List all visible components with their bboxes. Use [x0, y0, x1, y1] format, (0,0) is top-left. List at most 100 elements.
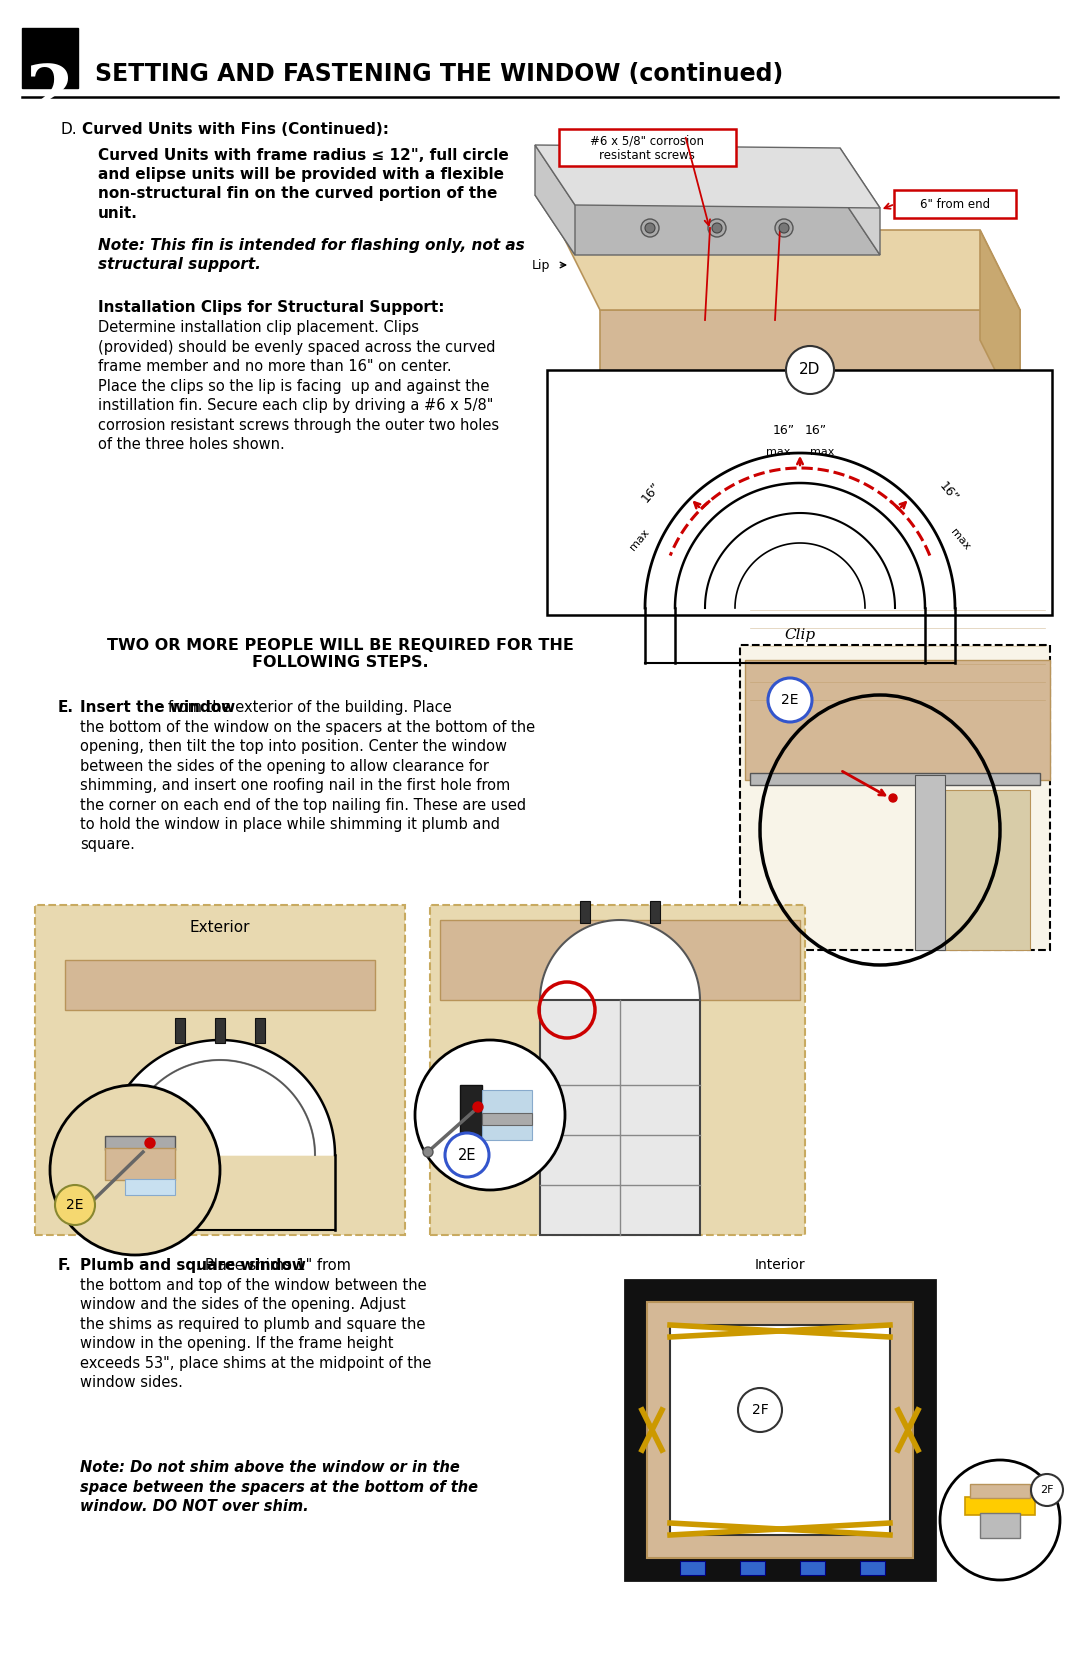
Bar [35, 905, 405, 1235]
Bar [105, 1148, 175, 1180]
Text: 2F: 2F [752, 1404, 768, 1417]
Text: Clip: Clip [784, 628, 815, 643]
Bar [800, 1561, 825, 1576]
Bar [482, 1113, 532, 1125]
Text: . Place shims 1" from
the bottom and top of the window between the
window and th: . Place shims 1" from the bottom and top… [80, 1258, 431, 1390]
Bar [915, 774, 945, 950]
Text: 16”: 16” [805, 424, 827, 437]
FancyBboxPatch shape [894, 190, 1016, 219]
Bar [670, 1325, 890, 1535]
Bar [647, 1302, 913, 1557]
Text: Determine installation clip placement. Clips
(provided) should be evenly spaced : Determine installation clip placement. C… [98, 320, 499, 452]
Polygon shape [840, 149, 880, 255]
Bar [580, 901, 590, 923]
Bar [65, 960, 375, 1010]
Polygon shape [535, 145, 575, 255]
Polygon shape [535, 145, 880, 209]
Bar [105, 1137, 175, 1150]
Circle shape [415, 1040, 565, 1190]
Circle shape [779, 224, 789, 234]
Circle shape [145, 1138, 156, 1148]
Text: 6" from end: 6" from end [920, 197, 990, 210]
Circle shape [940, 1460, 1059, 1581]
Bar [740, 1561, 765, 1576]
Text: #6 x 5/8" corrosion
resistant screws: #6 x 5/8" corrosion resistant screws [590, 134, 704, 162]
Text: 2E: 2E [458, 1148, 476, 1163]
Bar [255, 1018, 265, 1043]
Circle shape [445, 1133, 489, 1177]
Bar [22, 28, 78, 88]
Bar [65, 1020, 375, 1230]
Bar [750, 773, 1040, 784]
Text: max: max [627, 527, 651, 552]
Circle shape [775, 219, 793, 237]
Bar [125, 1178, 175, 1195]
Text: Exterior: Exterior [190, 920, 251, 935]
Circle shape [55, 1185, 95, 1225]
Polygon shape [105, 1040, 335, 1155]
Circle shape [768, 678, 812, 723]
Text: TWO OR MORE PEOPLE WILL BE REQUIRED FOR THE
FOLLOWING STEPS.: TWO OR MORE PEOPLE WILL BE REQUIRED FOR … [107, 638, 573, 671]
Bar [745, 659, 1050, 779]
Text: 2E: 2E [66, 1198, 84, 1212]
Bar [460, 1085, 482, 1150]
Polygon shape [535, 195, 880, 255]
Bar [175, 1018, 185, 1043]
Circle shape [1031, 1474, 1063, 1505]
Text: from the exterior of the building. Place
the bottom of the window on the spacers: from the exterior of the building. Place… [80, 699, 535, 851]
Circle shape [473, 1102, 483, 1112]
Text: E.: E. [58, 699, 75, 714]
Text: Curved Units with Fins (Continued):: Curved Units with Fins (Continued): [82, 122, 389, 137]
Circle shape [642, 219, 659, 237]
Bar [540, 1000, 700, 1235]
Bar [970, 1484, 1030, 1499]
Text: 2E: 2E [781, 693, 799, 708]
Text: max: max [810, 447, 834, 457]
Circle shape [68, 1215, 78, 1225]
Bar [482, 1090, 532, 1140]
Text: 16”: 16” [773, 424, 795, 437]
Circle shape [786, 345, 834, 394]
Bar [215, 1018, 225, 1043]
Circle shape [645, 224, 654, 234]
Text: 2F: 2F [1040, 1485, 1054, 1495]
Bar [680, 1561, 705, 1576]
FancyBboxPatch shape [559, 129, 735, 165]
Text: 2D: 2D [799, 362, 821, 377]
Bar [440, 920, 800, 1000]
Text: Installation Clips for Structural Support:: Installation Clips for Structural Suppor… [98, 300, 445, 315]
Text: max: max [766, 447, 791, 457]
Bar [625, 1280, 935, 1581]
Bar [430, 905, 805, 1235]
Text: 2: 2 [26, 62, 75, 129]
Circle shape [889, 794, 897, 803]
Text: Plumb and square window: Plumb and square window [80, 1258, 306, 1273]
Text: Insert the window: Insert the window [80, 699, 235, 714]
Bar [740, 644, 1050, 950]
Circle shape [708, 219, 726, 237]
Text: Note: This fin is intended for flashing only, not as
structural support.: Note: This fin is intended for flashing … [98, 239, 525, 272]
Bar [945, 789, 1030, 950]
Bar [860, 1561, 885, 1576]
Polygon shape [540, 920, 700, 1000]
Text: D.: D. [60, 122, 77, 137]
Text: 16”: 16” [639, 481, 664, 506]
Text: max: max [948, 527, 972, 552]
Polygon shape [561, 230, 1020, 310]
Circle shape [423, 1147, 433, 1157]
Polygon shape [980, 230, 1020, 421]
Text: Interior: Interior [755, 1258, 806, 1272]
Text: SETTING AND FASTENING THE WINDOW (continued): SETTING AND FASTENING THE WINDOW (contin… [95, 62, 783, 87]
Circle shape [712, 224, 723, 234]
Bar [650, 901, 660, 923]
Circle shape [50, 1085, 220, 1255]
Bar [966, 1497, 1035, 1515]
Circle shape [738, 1389, 782, 1432]
Bar [546, 371, 1052, 614]
Text: 16”: 16” [936, 481, 960, 506]
Text: Curved Units with frame radius ≤ 12", full circle
and elipse units will be provi: Curved Units with frame radius ≤ 12", fu… [98, 149, 509, 220]
Bar [980, 1514, 1020, 1539]
Polygon shape [600, 310, 1020, 421]
Text: Exterior: Exterior [610, 920, 671, 935]
Text: Lip: Lip [531, 259, 550, 272]
